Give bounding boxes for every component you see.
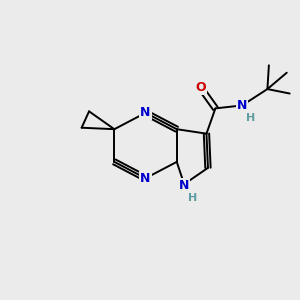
Text: N: N [140, 172, 151, 185]
Text: N: N [140, 106, 151, 119]
Text: O: O [195, 81, 206, 94]
Text: H: H [245, 113, 255, 123]
Text: N: N [237, 99, 247, 112]
Text: N: N [179, 179, 189, 192]
Text: H: H [188, 193, 197, 203]
